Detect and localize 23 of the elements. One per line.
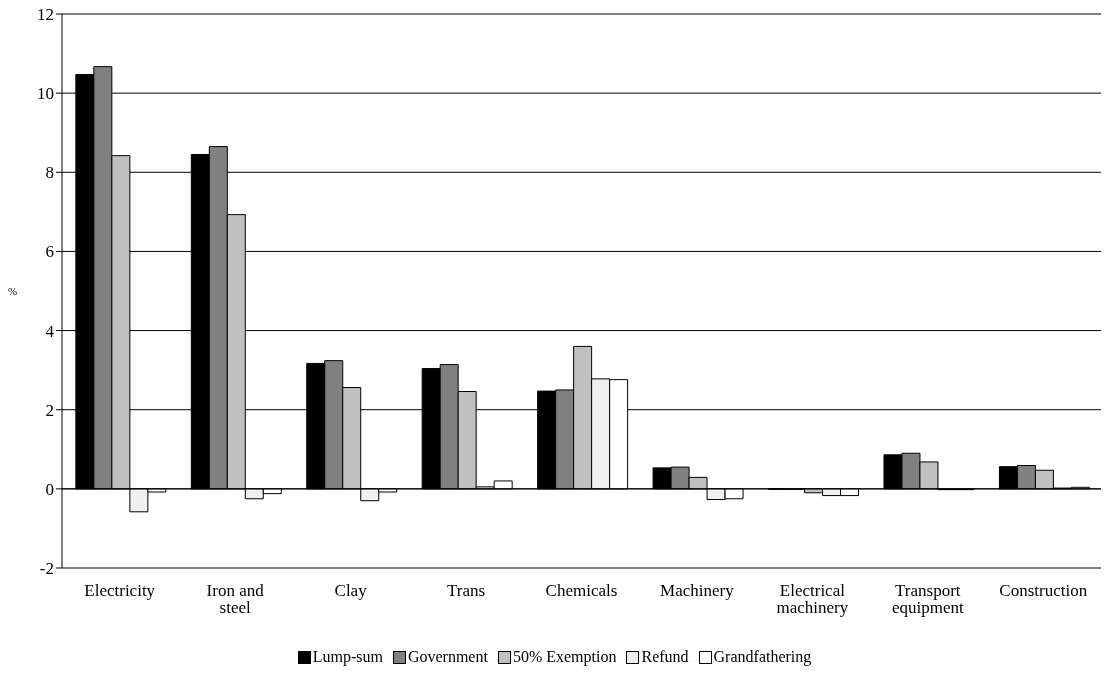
x-tick-label: Construction (999, 581, 1088, 601)
y-tick-label: 10 (37, 84, 54, 104)
legend-label: Grandfathering (713, 648, 812, 666)
x-tick-label: Transport equipment (891, 581, 964, 618)
y-axis-title: % (8, 284, 18, 297)
legend-label: Government (407, 648, 488, 666)
x-tick-label: Electrical machinery (776, 581, 849, 618)
x-tick-label: Trans (447, 581, 486, 601)
x-tick-label: Chemicals (545, 581, 618, 601)
x-tick-label: Iron and steel (206, 581, 265, 618)
x-tick-label: Clay (334, 581, 368, 601)
y-tick-label: 12 (37, 5, 54, 25)
legend-label: 50% Exemption (512, 648, 617, 666)
x-tick-label: Machinery (660, 581, 735, 601)
y-tick-label: 4 (45, 321, 55, 341)
y-tick-label: -2 (39, 559, 54, 579)
y-tick-label: 6 (45, 242, 54, 262)
legend-label: Lump-sum (312, 648, 383, 666)
y-tick-label: 2 (45, 400, 54, 420)
y-tick-label: 0 (45, 479, 54, 499)
x-tick-label: Electricity (84, 581, 156, 601)
legend-label: Refund (641, 648, 689, 666)
y-tick-label: 8 (45, 163, 54, 183)
